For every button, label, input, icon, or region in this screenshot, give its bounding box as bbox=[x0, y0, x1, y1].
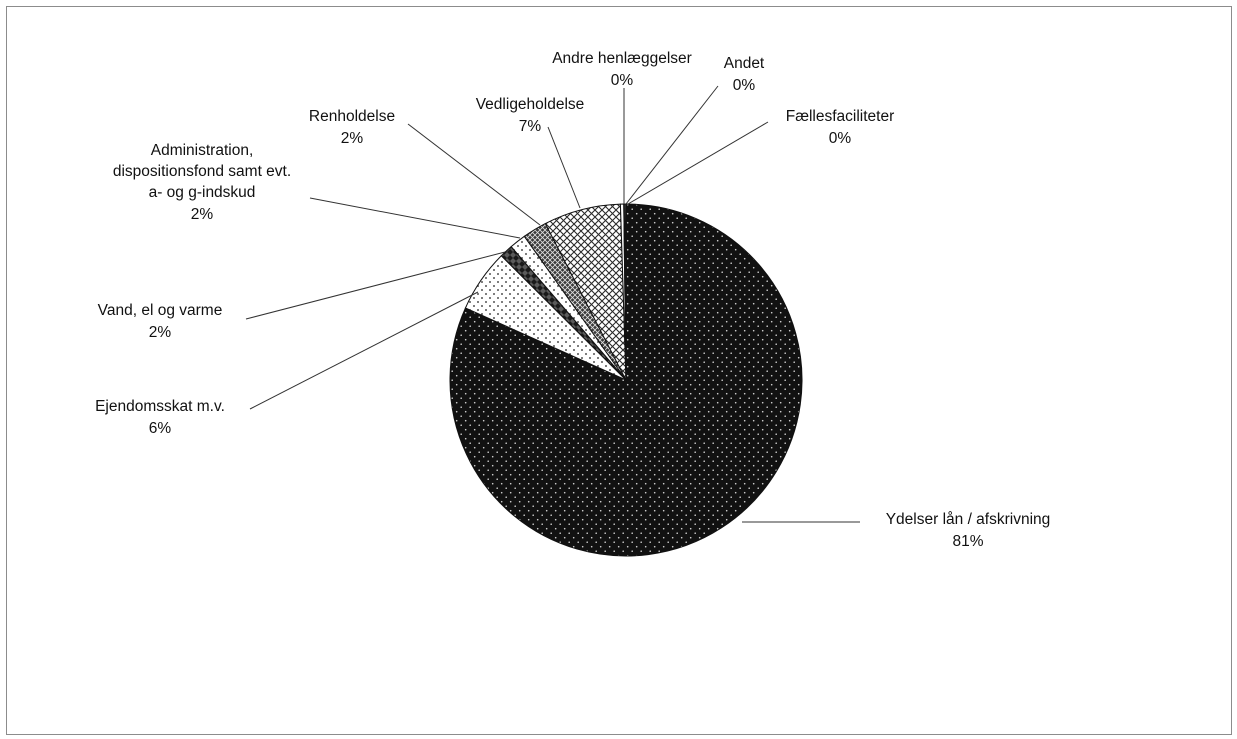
leader-line-9 bbox=[627, 121, 769, 205]
slice-label-5: Renholdelse 2% bbox=[309, 108, 395, 147]
slice-name-line: Andre henlæggelser bbox=[552, 50, 692, 67]
slice-name-line: Vand, el og varme bbox=[98, 302, 223, 319]
slice-name-line: dispositionsfond samt evt. bbox=[113, 163, 291, 180]
slice-name-line: Ydelser lån / afskrivning bbox=[886, 511, 1051, 528]
slice-name-line: Fællesfaciliteter bbox=[786, 108, 895, 125]
pie-slice-9 bbox=[624, 203, 627, 381]
slice-percent-label: 0% bbox=[829, 130, 852, 147]
slice-percent-label: 0% bbox=[733, 77, 756, 94]
slice-percent-label: 2% bbox=[149, 324, 172, 341]
slice-percent-label: 0% bbox=[611, 72, 634, 89]
slice-percent-label: 2% bbox=[191, 206, 214, 223]
slice-label-2: Ejendomsskat m.v. 6% bbox=[95, 398, 225, 437]
slice-name-line: Administration, bbox=[151, 142, 254, 159]
leader-line-3 bbox=[245, 251, 506, 320]
leader-line-8 bbox=[625, 85, 719, 205]
leader-line-6 bbox=[547, 126, 581, 209]
leader-line-2 bbox=[249, 291, 479, 410]
slice-percent-label: 81% bbox=[952, 533, 983, 550]
slice-name-line: Renholdelse bbox=[309, 108, 395, 125]
slice-percent-label: 6% bbox=[149, 420, 172, 437]
slice-label-7: Andre henlæggelser 0% bbox=[552, 50, 692, 89]
slice-percent-label: 7% bbox=[519, 118, 542, 135]
slice-label-9: Fællesfaciliteter 0% bbox=[786, 108, 895, 147]
slice-label-3: Vand, el og varme 2% bbox=[98, 302, 223, 341]
slice-label-6: Vedligeholdelse 7% bbox=[476, 96, 585, 135]
slice-name-line: Andet bbox=[724, 55, 765, 72]
slice-label-8: Andet 0% bbox=[724, 55, 765, 94]
slice-percent-label: 2% bbox=[341, 130, 364, 147]
slice-label-4: Administration, dispositionsfond samt evt… bbox=[113, 142, 291, 223]
leader-lines bbox=[245, 85, 860, 523]
leader-line-5 bbox=[407, 123, 541, 226]
leader-line-4 bbox=[309, 197, 521, 239]
slice-name-line: a- og g-indskud bbox=[149, 184, 256, 201]
slice-label-1: Ydelser lån / afskrivning 81% bbox=[886, 511, 1051, 550]
slice-labels: Ydelser lån / afskrivning 81% Ejendomsskat… bbox=[95, 50, 1050, 550]
pie-slices bbox=[449, 203, 803, 557]
slice-name-line: Vedligeholdelse bbox=[476, 96, 585, 113]
slice-name-line: Ejendomsskat m.v. bbox=[95, 398, 225, 415]
